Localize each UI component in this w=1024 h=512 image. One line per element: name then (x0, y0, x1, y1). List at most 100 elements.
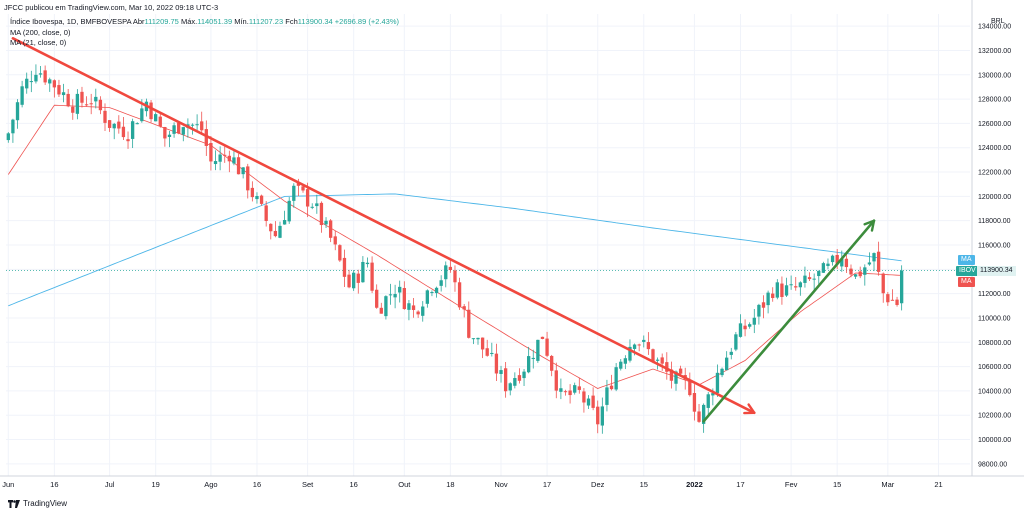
x-tick-label: 15 (640, 480, 648, 489)
candle (342, 249, 347, 287)
candle (623, 355, 628, 370)
candle (743, 319, 747, 337)
candle-body (872, 253, 876, 262)
x-tick-label: 16 (253, 480, 261, 489)
candle-body (287, 200, 291, 222)
candle-body (503, 368, 508, 392)
candle (513, 372, 517, 389)
candle (6, 132, 10, 143)
candle-body (259, 195, 264, 204)
ma21-legend[interactable]: MA (21, close, 0) (10, 38, 67, 47)
candle-body (545, 338, 549, 356)
y-tick-label: 118000.00 (978, 218, 1011, 225)
candle (269, 223, 273, 240)
candle (600, 397, 604, 434)
candle-body (632, 344, 637, 349)
candle-body (849, 268, 853, 275)
candle-body (554, 370, 558, 391)
ma200-badge: MA (958, 255, 975, 265)
candle-body (425, 290, 430, 304)
candle-body (711, 393, 715, 396)
candle-body (467, 309, 471, 338)
candle-body (775, 282, 779, 298)
x-tick-label: Out (398, 480, 411, 489)
candle-body (347, 274, 351, 288)
candle-body (660, 357, 664, 364)
trend-lines[interactable] (11, 37, 876, 423)
candle (416, 310, 420, 318)
candle (319, 201, 324, 233)
candle (75, 89, 80, 120)
currency-label[interactable]: BRL (991, 18, 1005, 25)
candle-body (844, 258, 849, 268)
candle-body (112, 123, 116, 129)
candle (167, 131, 172, 148)
candle-body (375, 289, 379, 308)
candle (315, 194, 319, 214)
candle (287, 197, 291, 224)
candle (38, 65, 43, 78)
high-value: 114051.39 (197, 17, 233, 26)
candle (89, 93, 93, 115)
candle (29, 70, 33, 93)
y-tick-label: 120000.00 (978, 194, 1011, 201)
candle-body (573, 385, 577, 393)
candle (444, 261, 448, 288)
candle (867, 252, 872, 266)
candle-body (393, 294, 397, 298)
candle-body (895, 299, 899, 305)
candle (738, 314, 743, 338)
candle (259, 194, 264, 206)
candle (881, 272, 885, 303)
candle-body (881, 273, 885, 294)
candle (425, 289, 430, 308)
candle-body (48, 79, 52, 84)
y-tick-label: 98000.00 (978, 461, 1007, 468)
candle-body (798, 282, 802, 288)
candle (559, 378, 563, 400)
candle-body (430, 292, 434, 294)
candle-body (780, 283, 784, 297)
candle-body (213, 161, 218, 165)
candle (135, 122, 139, 125)
downtrend-line[interactable] (11, 37, 756, 415)
candle-body (292, 185, 296, 201)
x-tick-label: Nov (494, 480, 508, 489)
candle-body (398, 286, 402, 293)
candle (817, 270, 821, 286)
candle (540, 336, 545, 340)
candle-body (315, 203, 319, 207)
candle (292, 183, 296, 208)
candle (554, 362, 558, 399)
ma200-polyline (8, 193, 902, 307)
candle (411, 297, 416, 318)
candle-body (757, 304, 761, 317)
candle-body (94, 96, 98, 102)
candle (821, 261, 826, 273)
candle-body (250, 187, 255, 198)
ma21-polyline (7, 104, 902, 389)
candle (807, 272, 812, 281)
candle (471, 338, 476, 345)
candle (766, 290, 770, 314)
candle-body (794, 286, 798, 288)
ma200-legend[interactable]: MA (200, close, 0) (10, 28, 71, 37)
candle-body (720, 368, 724, 376)
candle (780, 276, 784, 305)
candle (591, 387, 595, 411)
candle-body (273, 230, 278, 237)
candle (84, 96, 89, 107)
candle (434, 286, 439, 298)
candle-body (817, 270, 821, 277)
candle-body (439, 280, 443, 286)
candle-body (890, 299, 895, 301)
candle (614, 363, 618, 392)
candle-body (485, 348, 489, 356)
footer-brand[interactable]: TradingView (8, 499, 67, 508)
candle-body (471, 338, 476, 340)
candle-body (605, 387, 609, 405)
y-tick-label: 126000.00 (978, 121, 1011, 128)
uptrend-line[interactable] (702, 219, 876, 423)
candle (121, 116, 126, 140)
